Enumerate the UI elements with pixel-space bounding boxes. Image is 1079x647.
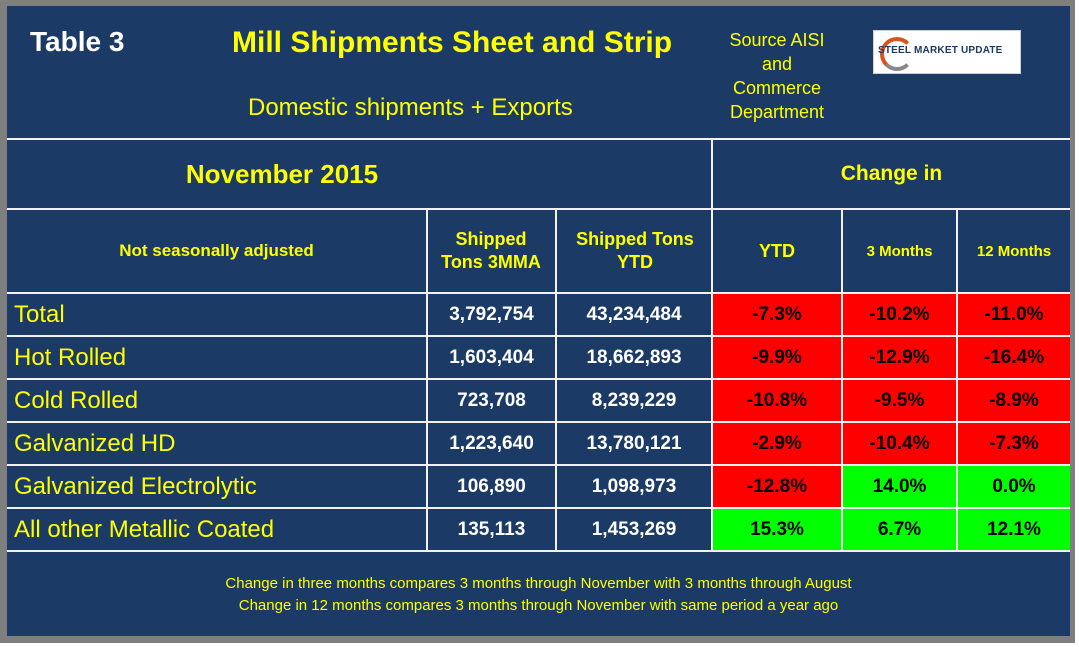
col-header-shipped-3mma: Shipped Tons 3MMA xyxy=(441,229,541,272)
row-label-galvanized-electrolytic: Galvanized Electrolytic xyxy=(14,473,257,500)
steel-market-update-logo: STEEL MARKET UPDATE xyxy=(873,30,1021,74)
divider xyxy=(7,507,1070,509)
cell-change-12m: -11.0% xyxy=(958,294,1070,335)
page-subtitle: Domestic shipments + Exports xyxy=(248,94,573,121)
row-label-total: Total xyxy=(14,301,65,328)
change-in-heading: Change in xyxy=(840,162,943,185)
cell-change-12m: -8.9% xyxy=(958,380,1070,421)
divider xyxy=(711,138,713,552)
period-heading: November 2015 xyxy=(185,158,379,189)
divider xyxy=(7,208,1070,210)
col-header-label: Not seasonally adjusted xyxy=(119,241,314,260)
divider xyxy=(7,464,1070,466)
cell-change-12m: 12.1% xyxy=(958,509,1070,550)
divider xyxy=(7,421,1070,423)
col-header-ytd: YTD xyxy=(759,240,795,261)
divider xyxy=(7,138,1070,140)
cell-change-ytd: 15.3% xyxy=(713,509,841,550)
cell-change-ytd: -10.8% xyxy=(713,380,841,421)
cell-ytd-tons: 8,239,229 xyxy=(591,389,677,411)
col-header-12-months: 12 Months xyxy=(976,242,1052,260)
row-label-cold-rolled: Cold Rolled xyxy=(14,387,139,414)
divider xyxy=(7,550,1070,552)
cell-3mma: 1,223,640 xyxy=(449,432,534,454)
cell-3mma: 723,708 xyxy=(457,389,526,411)
divider xyxy=(956,208,958,552)
cell-change-3m: -9.5% xyxy=(843,380,956,421)
logo-text: STEEL MARKET UPDATE xyxy=(878,45,1003,56)
cell-3mma: 106,890 xyxy=(457,475,526,497)
divider xyxy=(426,208,428,552)
page-title: Mill Shipments Sheet and Strip xyxy=(232,26,673,59)
logo-swoosh-icon xyxy=(880,37,914,71)
col-header-shipped-ytd: Shipped Tons YTD xyxy=(576,229,694,272)
table-label: Table 3 xyxy=(30,26,125,57)
cell-3mma: 135,113 xyxy=(457,518,526,540)
cell-3mma: 3,792,754 xyxy=(449,303,534,325)
row-label-hot-rolled: Hot Rolled xyxy=(14,344,127,371)
cell-ytd-tons: 1,098,973 xyxy=(591,475,677,497)
cell-change-3m: -12.9% xyxy=(843,337,956,378)
divider xyxy=(555,208,557,552)
footnote-3-months: Change in three months compares 3 months… xyxy=(225,575,852,592)
row-label-galvanized-hd: Galvanized HD xyxy=(14,430,176,457)
cell-change-3m: 14.0% xyxy=(843,466,956,507)
cell-ytd-tons: 1,453,269 xyxy=(591,518,677,540)
cell-change-ytd: -7.3% xyxy=(713,294,841,335)
divider xyxy=(841,208,843,552)
cell-change-12m: -16.4% xyxy=(958,337,1070,378)
footnote-12-months: Change in 12 months compares 3 months th… xyxy=(238,597,839,614)
col-header-3-months: 3 Months xyxy=(866,242,933,260)
cell-change-ytd: -12.8% xyxy=(713,466,841,507)
divider xyxy=(7,292,1070,294)
cell-change-12m: -7.3% xyxy=(958,423,1070,464)
divider xyxy=(7,378,1070,380)
cell-ytd-tons: 43,234,484 xyxy=(586,303,682,325)
cell-3mma: 1,603,404 xyxy=(449,346,534,368)
cell-change-3m: -10.2% xyxy=(843,294,956,335)
cell-ytd-tons: 13,780,121 xyxy=(586,432,682,454)
cell-change-3m: 6.7% xyxy=(843,509,956,550)
cell-change-ytd: -2.9% xyxy=(713,423,841,464)
cell-change-ytd: -9.9% xyxy=(713,337,841,378)
divider xyxy=(7,335,1070,337)
source-note: Source AISI and Commerce Department xyxy=(729,30,825,122)
cell-ytd-tons: 18,662,893 xyxy=(586,346,682,368)
cell-change-3m: -10.4% xyxy=(843,423,956,464)
row-label-all-other-metallic-coated: All other Metallic Coated xyxy=(14,516,275,543)
cell-change-12m: 0.0% xyxy=(958,466,1070,507)
